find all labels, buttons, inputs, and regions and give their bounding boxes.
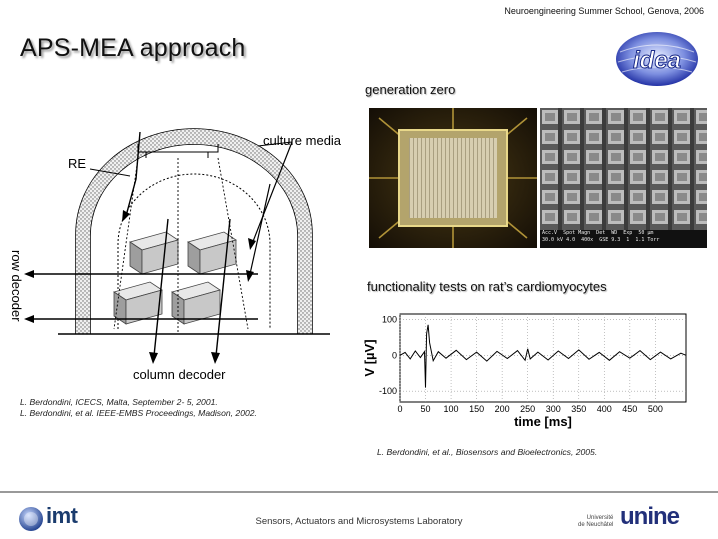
footer-lab-name: Sensors, Actuators and Microsystems Labo… bbox=[255, 516, 463, 527]
x-tick-label: 150 bbox=[469, 404, 484, 414]
event-header: Neuroengineering Summer School, Genova, … bbox=[504, 6, 704, 16]
x-tick-label: 300 bbox=[546, 404, 561, 414]
y-tick-label: 0 bbox=[392, 350, 397, 360]
reference-item: L. Berdondini, et al. IEEE-EMBS Proceedi… bbox=[20, 408, 257, 418]
x-axis-label: time [ms] bbox=[514, 414, 572, 429]
aps-mea-diagram bbox=[18, 124, 363, 386]
unine-logo-small-text: Université de Neuchâtel bbox=[578, 515, 614, 528]
slide-title: APS-MEA approach bbox=[20, 34, 246, 62]
x-tick-label: 100 bbox=[444, 404, 459, 414]
reference-item: L. Berdondini, ICECS, Malta, September 2… bbox=[20, 397, 218, 407]
x-tick-label: 400 bbox=[597, 404, 612, 414]
y-tick-label: 100 bbox=[382, 314, 397, 324]
voltage-trace-chart: 0 50 100 150 200 250 300 350 400 450 500 100 0 -100 ti… bbox=[352, 306, 712, 434]
y-tick-label: -100 bbox=[379, 386, 397, 396]
caption-functionality: functionality tests on rat’s cardiomyocy… bbox=[367, 279, 607, 294]
x-tick-label: 450 bbox=[622, 404, 637, 414]
x-tick-label: 350 bbox=[571, 404, 586, 414]
chip-photo bbox=[369, 108, 537, 248]
sem-micrograph: Acc.V Spot Magn Det WD Exp 50 µm 30.0 kV… bbox=[540, 108, 707, 248]
label-row-decoder: row decoder bbox=[9, 250, 24, 322]
x-tick-label: 500 bbox=[648, 404, 663, 414]
x-tick-label: 0 bbox=[397, 404, 402, 414]
footer-divider bbox=[0, 491, 718, 493]
idea-logo-text: idea bbox=[633, 47, 681, 74]
unine-logo-text: unine bbox=[620, 503, 680, 530]
idea-logo: idea bbox=[614, 30, 700, 88]
x-tick-label: 250 bbox=[520, 404, 535, 414]
plot-area bbox=[399, 313, 687, 403]
reference-right: L. Berdondini, et al., Biosensors and Bi… bbox=[377, 447, 598, 457]
x-tick-label: 50 bbox=[421, 404, 431, 414]
label-column-decoder: column decoder bbox=[133, 367, 226, 382]
references-left: L. Berdondini, ICECS, Malta, September 2… bbox=[20, 397, 257, 419]
y-axis-label: V [µV] bbox=[362, 339, 377, 376]
label-re: RE bbox=[68, 156, 87, 171]
imt-logo-text: imt bbox=[46, 503, 78, 528]
sem-info-bar: Acc.V Spot Magn Det WD Exp 50 µm 30.0 kV… bbox=[542, 230, 660, 243]
x-tick-label: 200 bbox=[495, 404, 510, 414]
imt-logo bbox=[18, 506, 44, 537]
caption-generation-zero: generation zero bbox=[365, 82, 456, 97]
series-line bbox=[399, 324, 687, 388]
label-culture-media: culture media bbox=[263, 133, 342, 148]
